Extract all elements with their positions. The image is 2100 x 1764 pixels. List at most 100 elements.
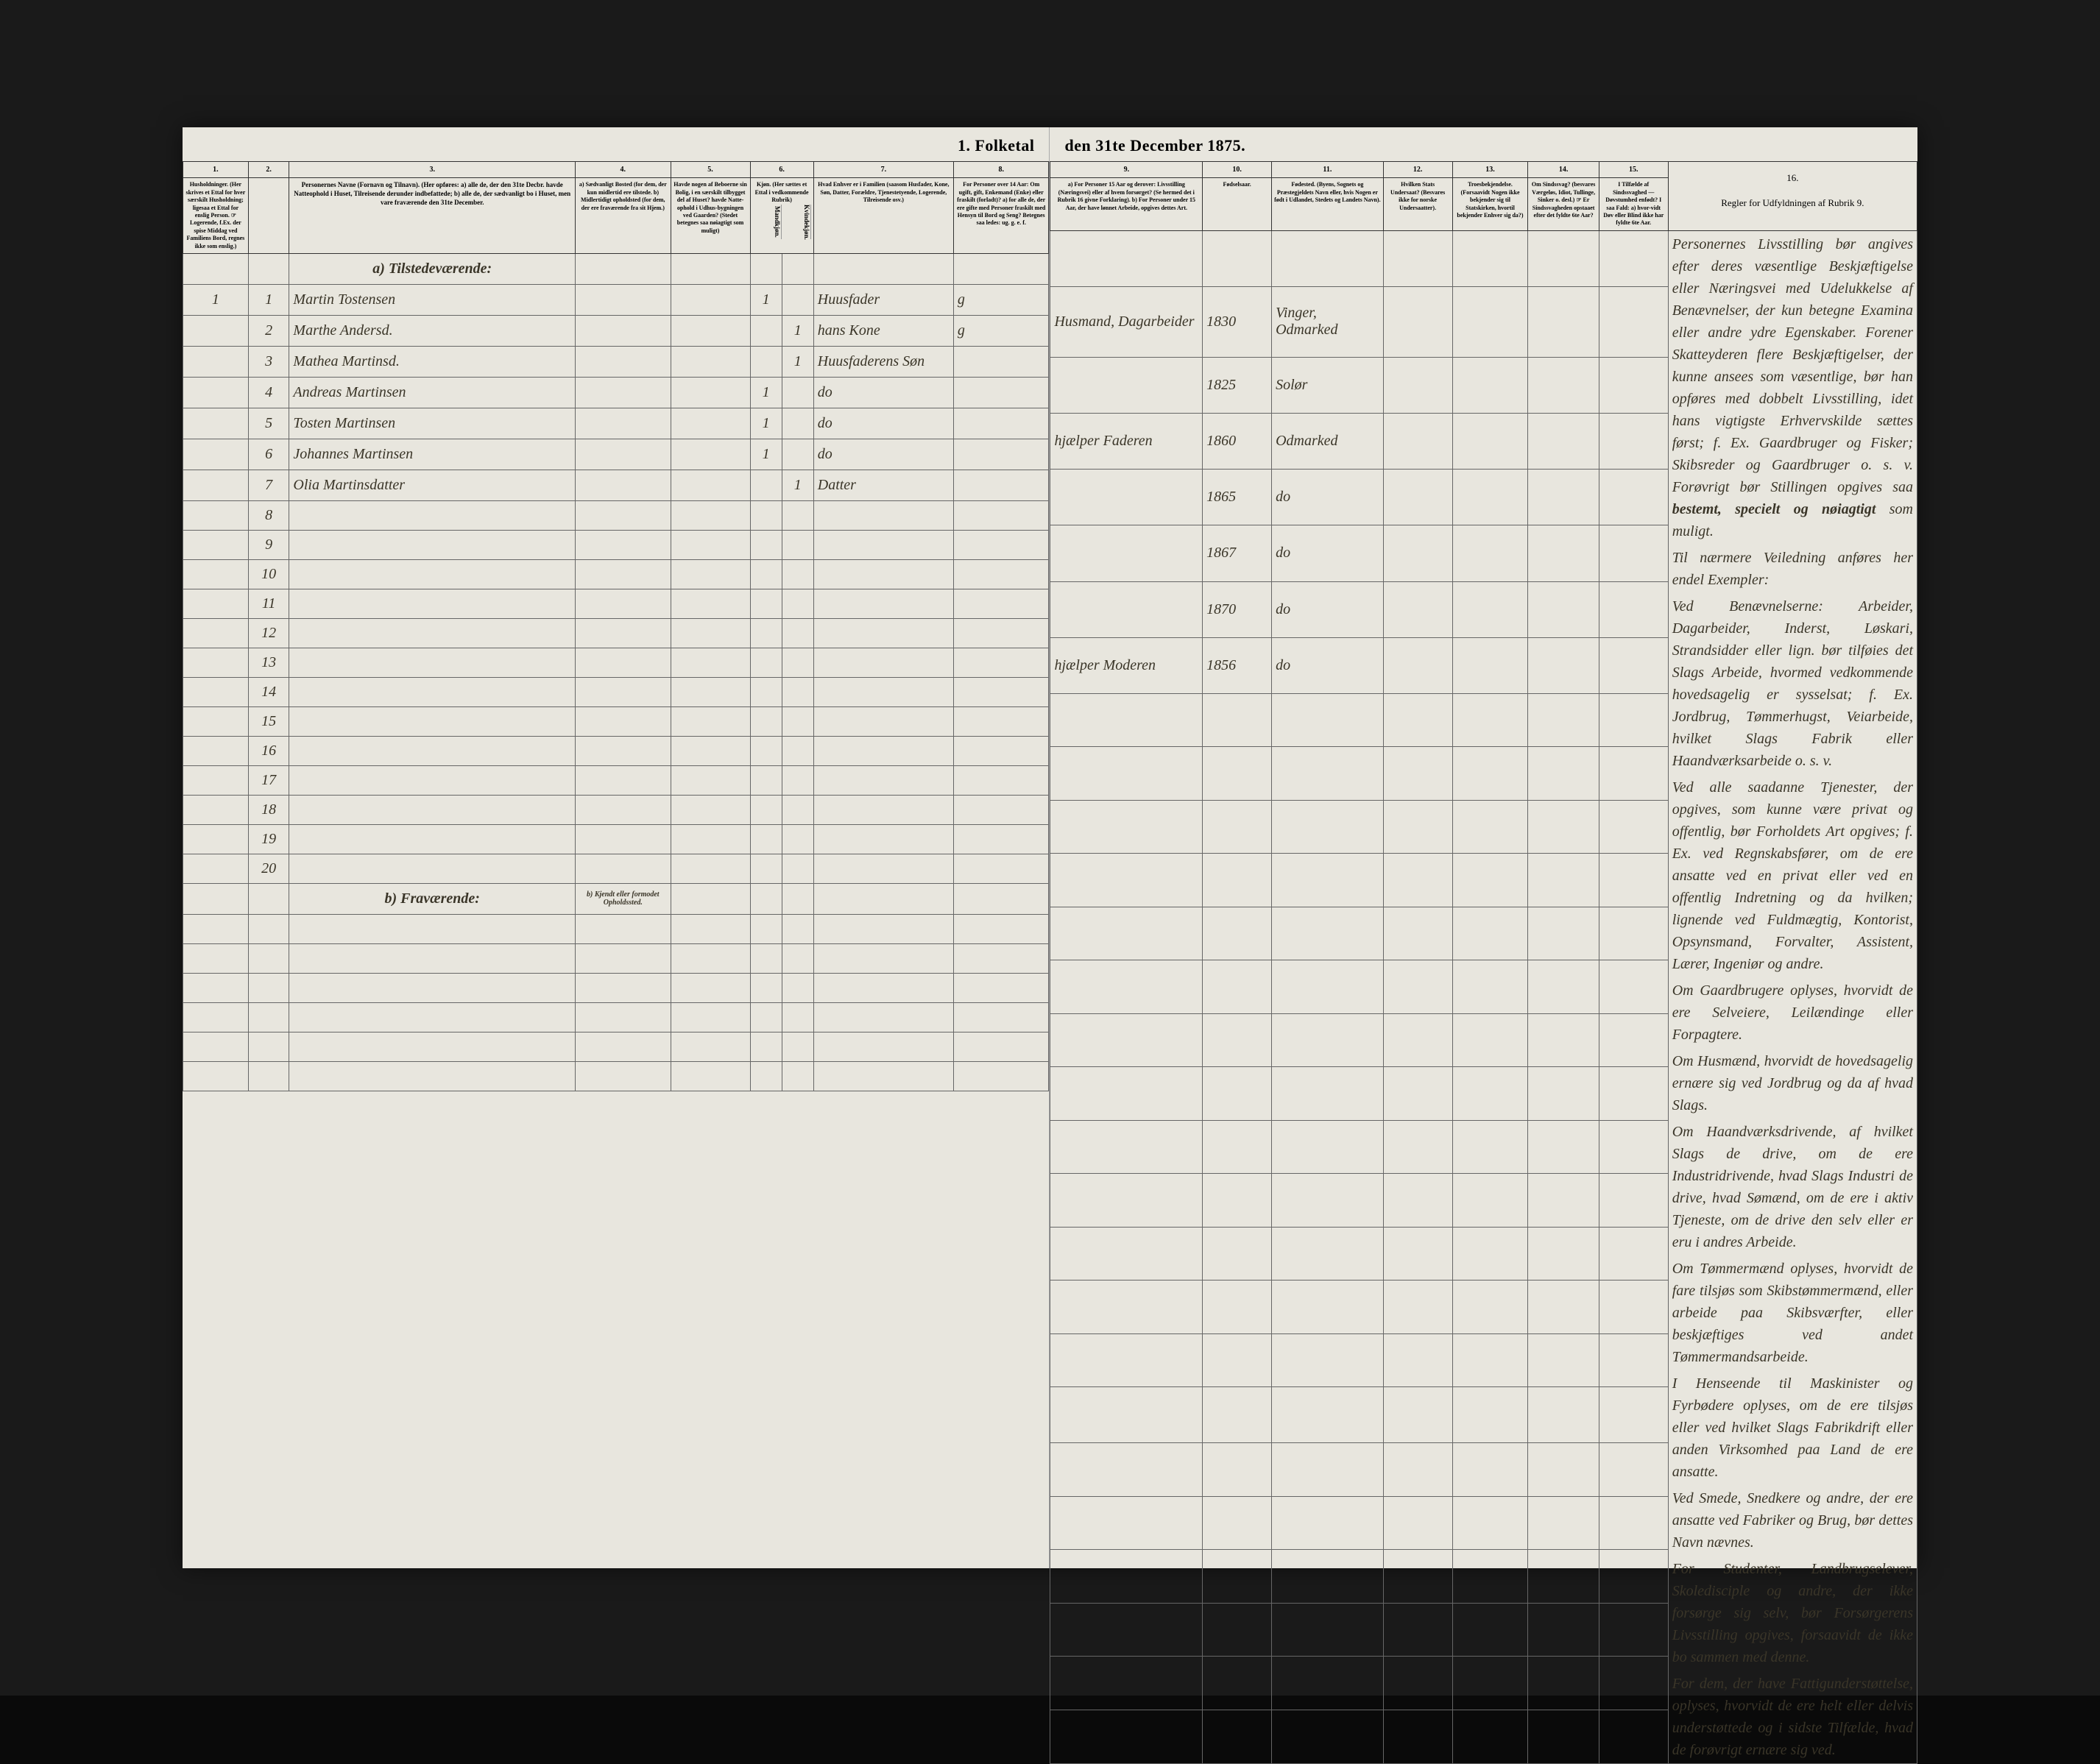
col-header-13: 13. <box>1452 162 1528 178</box>
person-name: Mathea Martinsd. <box>289 346 576 377</box>
table-row: 3 Mathea Martinsd. 1 Huusfaderens Søn <box>183 346 1049 377</box>
marital <box>953 377 1049 408</box>
col-header-8: 8. <box>953 162 1049 178</box>
col-header-5: 5. <box>671 162 750 178</box>
rules-header: 16. Regler for Udfyldningen af Rubrik 9. <box>1671 165 1915 217</box>
table-row-empty <box>183 1002 1049 1032</box>
table-row: 7 Olia Martinsdatter 1 Datter <box>183 470 1049 500</box>
col-header-11: 11. <box>1272 162 1384 178</box>
col-header-10: 10. <box>1203 162 1272 178</box>
table-row-empty: 10 <box>183 559 1049 589</box>
col-header-16: 16. Regler for Udfyldningen af Rubrik 9. <box>1668 162 1917 230</box>
col-desc-4: a) Sædvanligt Bosted (for dem, der kun m… <box>576 178 671 254</box>
marital <box>953 408 1049 439</box>
table-row-empty: 8 <box>183 500 1049 530</box>
birthplace: do <box>1272 581 1384 637</box>
table-row-empty <box>183 1061 1049 1091</box>
col-desc-6: Kjøn. (Her sættes et Ettal i vedkommende… <box>750 178 813 254</box>
table-row-empty: 13 <box>183 648 1049 677</box>
census-document: 1. Folketal 1. 2. 3. 4. 5. 6. 7. 8. <box>183 127 1917 1568</box>
birth-year: 1865 <box>1203 470 1272 525</box>
table-row: 2 Marthe Andersd. 1 hans Kone g <box>183 315 1049 346</box>
table-row: 1 1 Martin Tostensen 1 Huusfader g <box>183 284 1049 315</box>
col-header-6: 6. <box>750 162 813 178</box>
rules-text-cell: Personernes Livsstilling bør angives eft… <box>1668 230 1917 1763</box>
table-row: 5 Tosten Martinsen 1 do <box>183 408 1049 439</box>
col-desc-15: I Tilfælde af Sindssvaghed — Døvstumhed … <box>1599 178 1668 230</box>
occupation <box>1050 358 1203 414</box>
relation: do <box>813 439 953 470</box>
birth-year: 1860 <box>1203 414 1272 470</box>
occupation: hjælper Moderen <box>1050 637 1203 693</box>
gender-male-header: Mandkjøn. <box>753 205 782 240</box>
col-desc-12: Hvilken Stats Undersaat? (Besvares ikke … <box>1383 178 1452 230</box>
table-body-right: Personernes Livsstilling bør angives eft… <box>1050 230 1917 1763</box>
marital <box>953 346 1049 377</box>
relation: do <box>813 408 953 439</box>
birthplace: Odmarked <box>1272 414 1384 470</box>
person-name: Tosten Martinsen <box>289 408 576 439</box>
col-desc-8: For Personer over 14 Aar: Om ugift, gift… <box>953 178 1049 254</box>
birth-year: 1867 <box>1203 525 1272 581</box>
col-header-9: 9. <box>1050 162 1203 178</box>
table-row-empty <box>183 1032 1049 1061</box>
occupation <box>1050 525 1203 581</box>
table-row-empty: 16 <box>183 736 1049 765</box>
marital <box>953 470 1049 500</box>
section-present: a) Tilstedeværende: <box>289 253 576 284</box>
col-header-4: 4. <box>576 162 671 178</box>
census-table-right: 9. 10. 11. 12. 13. 14. 15. 16. Regler fo… <box>1050 161 1917 1763</box>
col-desc-1: Husholdninger. (Her skrives et Ettal for… <box>183 178 248 254</box>
table-row-empty: 19 <box>183 824 1049 854</box>
table-row-empty: 9 <box>183 530 1049 559</box>
relation: Datter <box>813 470 953 500</box>
col-desc-9: a) For Personer 15 Aar og derover: Livss… <box>1050 178 1203 230</box>
birth-year: 1856 <box>1203 637 1272 693</box>
col-desc-10: Fødselsaar. <box>1203 178 1272 230</box>
table-row-empty: 14 <box>183 677 1049 706</box>
col-desc-14: Om Sindssvag? (besvares Værgeløs, Idiot,… <box>1528 178 1599 230</box>
relation: hans Kone <box>813 315 953 346</box>
marital: g <box>953 284 1049 315</box>
birth-year: 1870 <box>1203 581 1272 637</box>
birthplace: do <box>1272 525 1384 581</box>
birthplace: Vinger, Odmarked <box>1272 286 1384 357</box>
table-row-empty: 18 <box>183 795 1049 824</box>
col-desc-13: Troesbekjendelse. (Forsaavidt Nogen ikke… <box>1452 178 1528 230</box>
birthplace: do <box>1272 637 1384 693</box>
birth-year: 1830 <box>1203 286 1272 357</box>
table-row: 4 Andreas Martinsen 1 do <box>183 377 1049 408</box>
col-desc-11: Fødested. (Byens, Sognets og Præstegjeld… <box>1272 178 1384 230</box>
col-header-7: 7. <box>813 162 953 178</box>
birth-year: 1825 <box>1203 358 1272 414</box>
person-name: Olia Martinsdatter <box>289 470 576 500</box>
col-header-2: 2. <box>248 162 289 178</box>
occupation <box>1050 470 1203 525</box>
col-header-14: 14. <box>1528 162 1599 178</box>
table-row-empty <box>183 973 1049 1002</box>
table-body-left: a) Tilstedeværende: 1 1 Martin Tostensen… <box>183 253 1049 1091</box>
table-row-empty <box>183 914 1049 943</box>
page-title-right: den 31te December 1875. <box>1050 127 1917 161</box>
col-desc-5: Havde nogen af Beboerne sin Bolig, i en … <box>671 178 750 254</box>
table-row-empty <box>183 943 1049 973</box>
section-absent: b) Fraværende: <box>289 883 576 914</box>
col-header-12: 12. <box>1383 162 1452 178</box>
person-name: Marthe Andersd. <box>289 315 576 346</box>
person-name: Andreas Martinsen <box>289 377 576 408</box>
census-table-left: 1. 2. 3. 4. 5. 6. 7. 8. Husholdninger. (… <box>183 161 1050 1091</box>
col-desc-7: Hvad Enhver er i Familien (saasom Husfad… <box>813 178 953 254</box>
table-row: 6 Johannes Martinsen 1 do <box>183 439 1049 470</box>
table-row-empty: 12 <box>183 618 1049 648</box>
col-header-3: 3. <box>289 162 576 178</box>
table-row-empty: 11 <box>183 589 1049 618</box>
table-row-empty: 17 <box>183 765 1049 795</box>
person-name: Johannes Martinsen <box>289 439 576 470</box>
person-name: Martin Tostensen <box>289 284 576 315</box>
occupation: Husmand, Dagarbeider <box>1050 286 1203 357</box>
document-frame: 1. Folketal 1. 2. 3. 4. 5. 6. 7. 8. <box>0 0 2100 1696</box>
col-desc-2 <box>248 178 289 254</box>
col-desc-3: Personernes Navne (Fornavn og Tilnavn). … <box>289 178 576 254</box>
table-row-empty: 20 <box>183 854 1049 883</box>
birthplace: Solør <box>1272 358 1384 414</box>
